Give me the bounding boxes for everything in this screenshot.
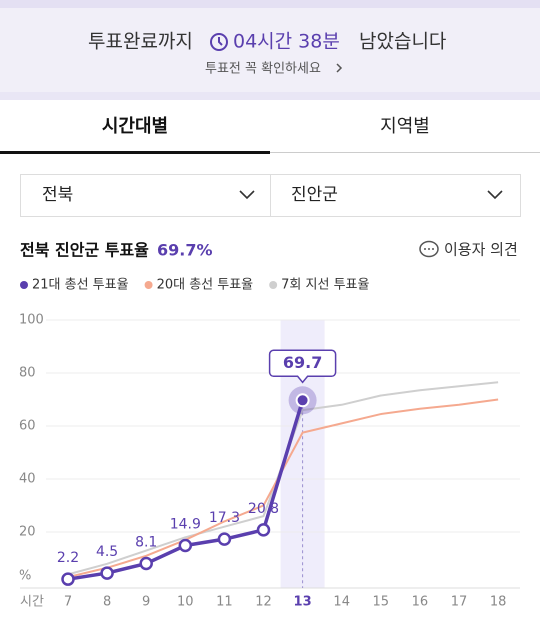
data-point — [100, 566, 114, 580]
tooltip — [268, 349, 337, 384]
banner — [0, 0, 540, 100]
legend-label: 7회 지선 투표율 — [281, 278, 369, 293]
data-point — [178, 538, 193, 553]
x-tick-label: 14 — [333, 595, 350, 610]
feedback-link[interactable]: 이용자 의견 — [444, 241, 518, 259]
y-tick-label: 20 — [19, 525, 36, 540]
select-value[interactable]: 전북 — [42, 185, 73, 205]
heading-rate: 69.7% — [157, 241, 213, 260]
data-point — [61, 572, 75, 586]
banner-link[interactable]: 투표전 꼭 확인하세요 — [205, 62, 321, 77]
data-label: 8.1 — [135, 535, 157, 551]
data-label: 4.5 — [96, 544, 118, 560]
tab[interactable]: 시간대별 — [102, 116, 168, 137]
x-axis-label: 시간 — [20, 595, 44, 610]
data-label: 20.8 — [248, 501, 279, 517]
x-tick-label: 11 — [216, 595, 233, 610]
y-unit: % — [19, 569, 31, 584]
chart: 20 40 60 80 100% 시간 7 8 9 10 11 12 13 14 15 16 17 18 2.2 4.… — [19, 313, 520, 610]
data-label: 14.9 — [170, 517, 201, 533]
x-tick-label: 12 — [255, 595, 272, 610]
x-tick-label: 10 — [177, 595, 194, 610]
banner-suffix: 남았습니다 — [359, 31, 446, 53]
legend-label: 20대 총선 투표율 — [157, 278, 254, 293]
tab[interactable]: 지역별 — [380, 116, 430, 137]
x-tick-label: 8 — [103, 595, 111, 610]
legend-swatch — [20, 281, 28, 289]
chat-icon — [419, 240, 439, 258]
data-point — [295, 393, 310, 408]
clock-icon — [210, 33, 228, 51]
tooltip-value: 69.7 — [283, 353, 322, 372]
banner-label: 투표완료까지 — [88, 31, 193, 53]
y-tick-label: 100 — [19, 313, 44, 328]
data-label: 2.2 — [57, 550, 79, 566]
y-tick-label: 80 — [19, 366, 36, 381]
select-arrow — [239, 190, 255, 200]
y-tick-label: 60 — [19, 419, 36, 434]
countdown: 04시간 38분 — [233, 31, 340, 53]
tab-indicator — [0, 151, 270, 154]
legend-label: 21대 총선 투표율 — [32, 278, 129, 293]
x-tick-label: 17 — [451, 595, 468, 610]
banner-bottom — [0, 92, 540, 100]
data-point — [217, 532, 232, 546]
data-point — [139, 556, 153, 571]
legend-swatch — [144, 281, 153, 289]
data-point — [256, 523, 271, 537]
x-tick-label: 16 — [412, 595, 429, 610]
x-tick-label: 7 — [64, 595, 72, 610]
banner-top — [0, 0, 540, 8]
heading-title: 전북 진안군 투표율 — [20, 241, 149, 260]
x-tick-label: 9 — [142, 595, 150, 610]
data-label: 17.3 — [209, 510, 240, 526]
link-chevron — [336, 63, 343, 73]
x-tick-label: 15 — [373, 595, 390, 610]
legend-swatch — [269, 281, 278, 289]
x-tick-label: 18 — [490, 595, 507, 610]
select-value[interactable]: 진안군 — [291, 185, 338, 205]
x-tick-label: 13 — [294, 595, 312, 610]
y-tick-label: 40 — [19, 472, 36, 487]
legend: 21대 총선 투표율 20대 총선 투표율 7회 지선 투표율 — [20, 278, 369, 293]
select-arrow — [487, 190, 503, 200]
